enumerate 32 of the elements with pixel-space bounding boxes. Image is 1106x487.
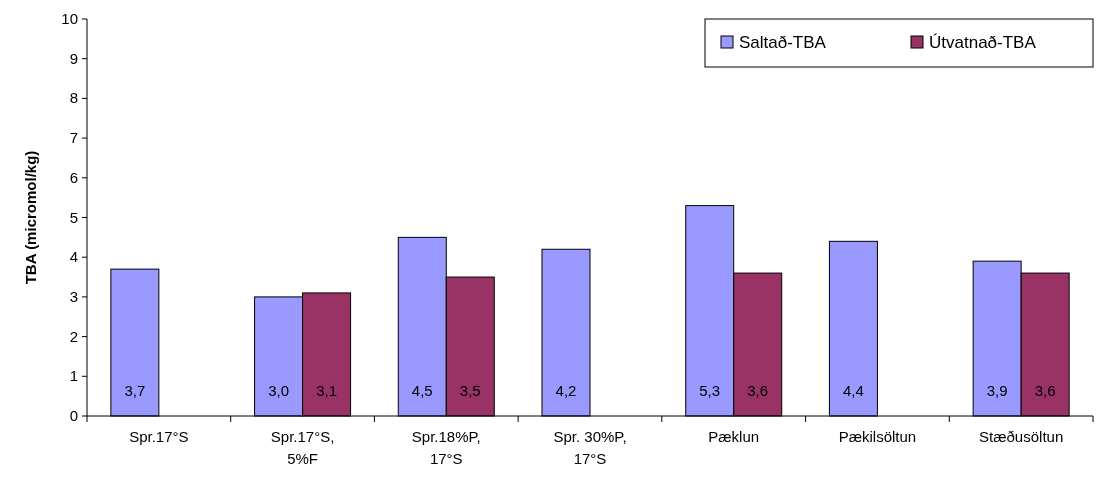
legend-label: Saltað-TBA xyxy=(739,33,827,52)
y-tick-label: 6 xyxy=(69,168,78,186)
y-axis-title: TBA (micromol/kg) xyxy=(22,150,39,285)
x-tick-label: Spr.17°S xyxy=(129,428,189,445)
y-tick-label: 7 xyxy=(69,129,78,147)
data-label: 4,2 xyxy=(555,382,577,399)
data-label: 3,6 xyxy=(1034,382,1056,399)
x-tick-label: Spr.18%P, 17°S xyxy=(411,428,481,467)
data-label: 4,4 xyxy=(843,382,864,399)
y-tick-label: 4 xyxy=(69,248,78,266)
y-tick-label: 3 xyxy=(69,287,78,305)
x-tick-label: Pækilsöltun xyxy=(838,428,917,445)
y-tick-label: 5 xyxy=(69,208,78,226)
data-label: 3,9 xyxy=(986,382,1008,399)
y-tick-label: 1 xyxy=(69,367,78,385)
legend-label: Útvatnað-TBA xyxy=(929,33,1037,52)
data-label: 3,5 xyxy=(459,382,481,399)
data-label: 4,5 xyxy=(411,382,433,399)
y-tick-label: 2 xyxy=(69,327,78,345)
x-tick-label: Pæklun xyxy=(708,428,760,445)
x-tick-label: Stæðusöltun xyxy=(979,428,1064,445)
y-tick-label: 9 xyxy=(69,49,78,67)
data-label: 3,1 xyxy=(316,382,337,399)
y-tick-label: 8 xyxy=(69,89,78,107)
y-tick-label: 10 xyxy=(61,10,78,27)
data-label: 3,0 xyxy=(268,382,289,399)
x-tick-label: Spr.17°S, 5%F xyxy=(270,428,335,467)
data-label: 3,7 xyxy=(124,382,146,399)
y-tick-label: 0 xyxy=(69,407,78,424)
data-label: 5,3 xyxy=(699,382,721,399)
data-label: 3,6 xyxy=(747,382,769,399)
x-tick-label: Spr. 30%P, 17°S xyxy=(553,428,627,467)
